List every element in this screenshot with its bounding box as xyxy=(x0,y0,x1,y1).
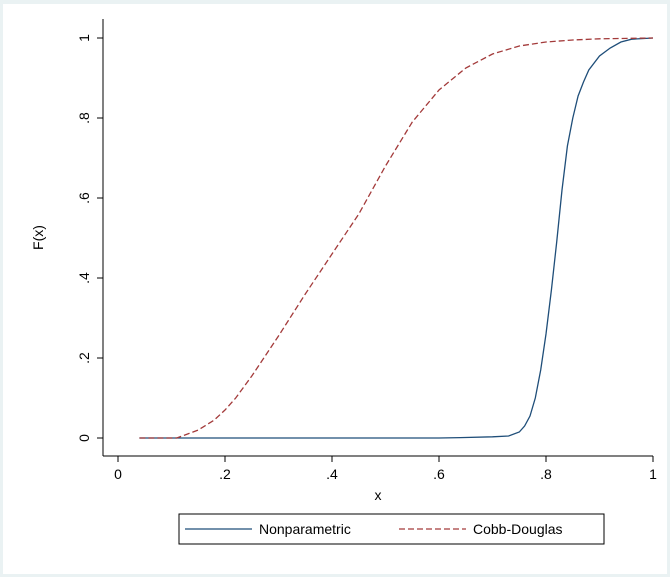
y-axis-title: F(x) xyxy=(30,225,46,250)
x-axis-title: x xyxy=(375,487,382,503)
x-tick-label: .4 xyxy=(326,466,338,482)
x-tick-label: .2 xyxy=(219,466,231,482)
legend-label: Cobb-Douglas xyxy=(473,521,563,537)
x-tick-label: .8 xyxy=(540,466,552,482)
plot-area xyxy=(103,19,654,456)
series-line-cobb-douglas xyxy=(139,37,654,439)
x-tick-label: 0 xyxy=(114,466,122,482)
y-tick-label: .6 xyxy=(76,192,92,204)
legend-label: Nonparametric xyxy=(259,521,351,537)
axes: 0 .2 .4 .6 .8 1 0 .2 .4 .6 .8 1 x F(x) xyxy=(30,19,657,503)
y-tick-label: .4 xyxy=(76,272,92,284)
x-tick-label: .6 xyxy=(433,466,445,482)
chart-svg: 0 .2 .4 .6 .8 1 0 .2 .4 .6 .8 1 x F(x) Nonparametric C… xyxy=(30,19,657,545)
y-tick-label: .2 xyxy=(76,352,92,364)
x-tick-label: 1 xyxy=(649,466,657,482)
plot-background xyxy=(103,19,653,456)
y-tick-label: 1 xyxy=(76,34,92,42)
y-tick-label: .8 xyxy=(76,112,92,124)
series-line-nonparametric xyxy=(139,37,654,439)
y-tick-label: 0 xyxy=(76,434,92,442)
legend: Nonparametric Cobb-Douglas xyxy=(178,513,605,545)
legend-box xyxy=(178,513,605,545)
chart-frame: 0 .2 .4 .6 .8 1 0 .2 .4 .6 .8 1 x F(x) Nonparametric C… xyxy=(3,4,667,574)
